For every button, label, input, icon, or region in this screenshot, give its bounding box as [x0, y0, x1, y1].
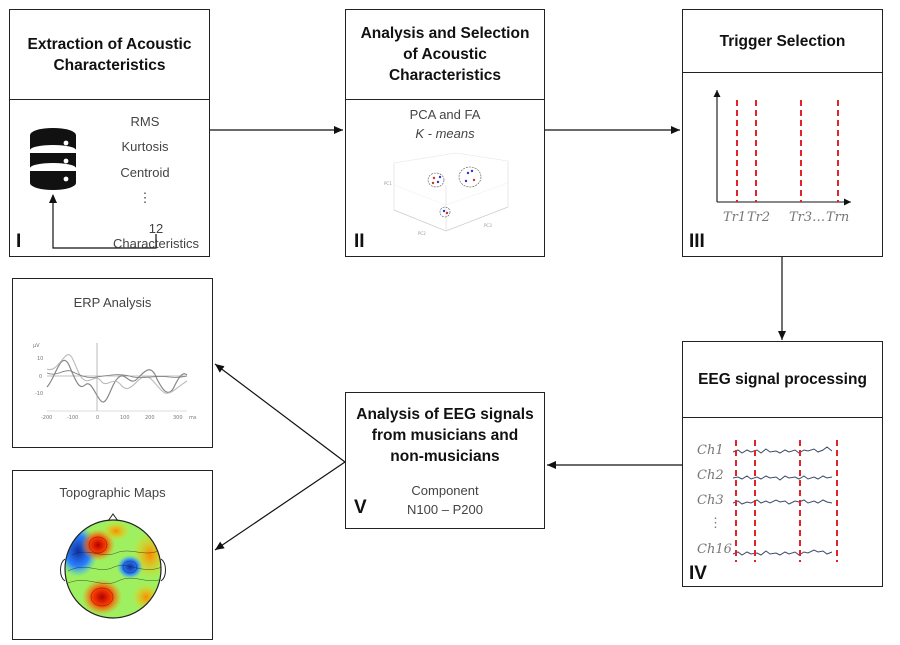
- stage-4-title: EEG signal processing: [683, 342, 882, 418]
- channel-label-3: Ch3: [697, 493, 724, 508]
- stage-2-title: Analysis and Selection of Acoustic Chara…: [346, 10, 544, 100]
- feature-count: 12 Characteristics: [113, 221, 199, 251]
- feature-centroid: Centroid: [120, 165, 170, 180]
- erp-xtick-6: 300: [173, 415, 183, 421]
- stage-4-numeral: IV: [689, 563, 707, 584]
- stage-1-numeral: I: [16, 231, 22, 252]
- trigger-plot: [713, 90, 851, 206]
- erp-xtick-5: 200: [145, 415, 155, 421]
- stage-5-title: Analysis of EEG signals from musicians a…: [356, 406, 534, 465]
- erp-box: ERP Analysis μV 10 0 -10 -200 -100 0 100…: [12, 278, 213, 448]
- svg-text:PC3: PC3: [484, 223, 492, 228]
- channel-label-1: Ch1: [697, 443, 724, 458]
- erp-xtick-1: -200: [41, 415, 52, 421]
- stage-5-numeral: V: [354, 497, 367, 518]
- method-pca-fa: PCA and FA: [409, 107, 481, 122]
- cluster-plot: PC1 PC2 PC3: [384, 152, 509, 236]
- channel-label-16: Ch16: [697, 542, 732, 557]
- arrow-v-to-erp: [214, 363, 346, 463]
- method-kmeans: K - means: [415, 126, 475, 141]
- stage-1-box: Extraction of Acoustic Characteristics R…: [9, 9, 210, 257]
- stage-5-box: Analysis of EEG signals from musicians a…: [345, 392, 545, 529]
- eeg-traces: [732, 440, 838, 562]
- erp-unit-y: μV: [33, 343, 40, 349]
- stage-3-box: Trigger Selection Tr1 Tr2 Tr3… Trn III: [682, 9, 883, 257]
- trigger-label-1: Tr1: [723, 210, 747, 225]
- erp-ytick-2: 0: [39, 374, 42, 380]
- erp-xtick-3: 0: [96, 415, 99, 421]
- erp-ytick-1: 10: [37, 356, 43, 362]
- topo-box: Topographic Maps: [12, 470, 213, 640]
- erp-xtick-4: 100: [120, 415, 130, 421]
- topo-title: Topographic Maps: [59, 485, 166, 500]
- stage-3-title: Trigger Selection: [683, 10, 882, 73]
- trigger-label-n: Trn: [826, 210, 850, 225]
- component-value: N100 – P200: [407, 502, 483, 517]
- feedback-arrow: [49, 194, 157, 249]
- feature-ellipsis: ⋮: [138, 190, 152, 205]
- svg-text:PC1: PC1: [384, 181, 392, 186]
- stage-1-title: Extraction of Acoustic Characteristics: [10, 10, 209, 100]
- component-label: Component: [411, 483, 479, 498]
- svg-text:PC2: PC2: [418, 231, 426, 236]
- stage-3-numeral: III: [689, 231, 705, 252]
- trigger-label-3: Tr3…: [789, 210, 826, 225]
- erp-plot: μV 10 0 -10 -200 -100 0 100 200 300 ms: [33, 343, 197, 421]
- feature-kurtosis: Kurtosis: [121, 139, 169, 154]
- stage-4-box: EEG signal processing Ch1 Ch2 Ch3 ⋮ Ch16…: [682, 341, 883, 587]
- stage-2-numeral: II: [354, 231, 365, 252]
- channel-label-ellipsis: ⋮: [709, 516, 722, 531]
- topographic-map: [60, 513, 166, 619]
- erp-unit-x: ms: [189, 415, 197, 421]
- erp-ytick-3: -10: [35, 391, 43, 397]
- erp-title: ERP Analysis: [73, 295, 152, 310]
- database-icon: [30, 128, 76, 190]
- stage-2-box: Analysis and Selection of Acoustic Chara…: [345, 9, 545, 257]
- trigger-label-2: Tr2: [747, 210, 771, 225]
- feature-rms: RMS: [130, 114, 160, 129]
- erp-xtick-2: -100: [67, 415, 78, 421]
- channel-label-2: Ch2: [697, 468, 724, 483]
- arrow-v-to-topo: [214, 461, 346, 551]
